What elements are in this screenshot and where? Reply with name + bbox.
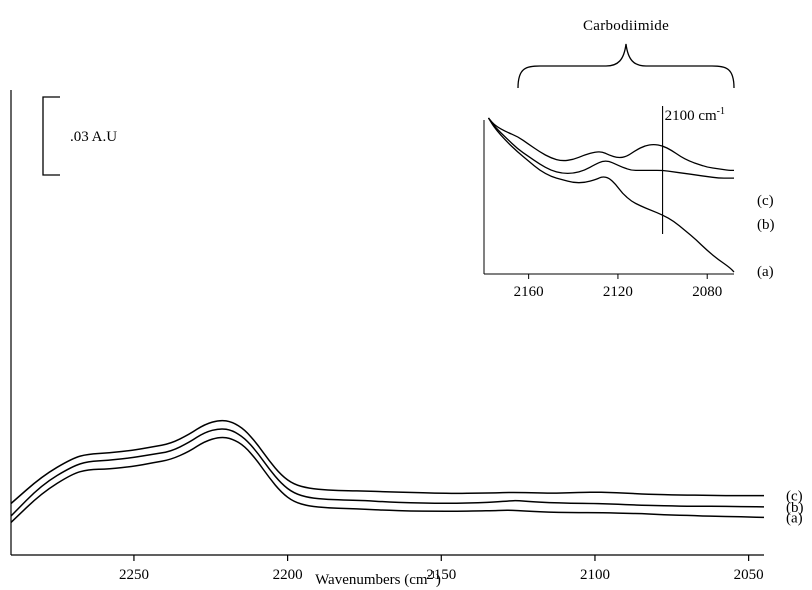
main-series-line-a [10,436,765,523]
scale-bar-label: .03 A.U [70,129,117,145]
main-x-axis-label: Wavenumbers (cm-1) [315,570,441,588]
main-x-ticks: 2250 2200 2150 2100 2050 [119,555,764,583]
inset-x-tick-label: 2160 [514,284,544,300]
main-series-group [10,419,765,523]
main-x-tick-label: 2200 [273,567,303,583]
inset-x-tick-label: 2120 [603,284,633,300]
main-x-tick-label: 2050 [734,567,764,583]
inset-title: Carbodiimide [583,18,669,34]
main-series-line-c [10,419,764,505]
inset-x-ticks: 2160 2120 2080 [514,274,722,300]
inset-x-tick-label: 2080 [692,284,722,300]
inset-series-line-a [487,117,735,273]
main-series-line-b [10,428,765,517]
main-series-label: (b) [786,500,804,516]
main-x-tick-label: 2250 [119,567,149,583]
carbodiimide-brace [517,43,735,89]
inset-series-line-b [487,117,734,179]
main-x-tick-label: 2150 [426,567,456,583]
inset-series-labels: (a) (b) (c) [757,193,775,280]
main-series-labels: (a)(b)(c) [786,489,804,527]
main-x-tick-label: 2100 [580,567,610,583]
inset-chart: Carbodiimide 2160 2120 2080 (a) (b) (c) 2100… [483,18,775,300]
inset-marker-label: 2100 cm-1 [665,106,725,124]
main-series-label: (c) [786,489,803,505]
inset-series-group [487,117,735,273]
inset-series-label: (a) [757,264,774,280]
scale-bar: .03 A.U [42,96,117,176]
inset-series-line-c [488,117,734,172]
main-series-label: (a) [786,510,803,526]
inset-series-label: (b) [757,217,775,233]
inset-series-label: (c) [757,193,774,209]
